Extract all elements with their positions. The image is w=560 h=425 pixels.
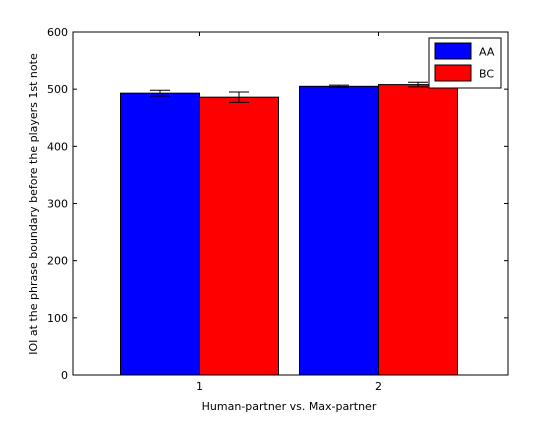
bar-aa-1 xyxy=(120,92,200,376)
y-tick-label: 600 xyxy=(47,26,68,39)
bars xyxy=(120,84,458,376)
y-tick-label: 200 xyxy=(47,255,68,268)
y-tick-label: 100 xyxy=(47,312,68,325)
y-tick-label: 300 xyxy=(47,198,68,211)
legend-swatch-bc xyxy=(434,64,472,82)
ticks: 0 100 200 300 400 500 600 1 2 xyxy=(47,26,508,393)
y-tick-label: 400 xyxy=(47,140,68,153)
legend-label-aa: AA xyxy=(479,46,495,59)
error-bars xyxy=(150,81,428,103)
legend: AA BC xyxy=(428,37,502,89)
bar-bc-2 xyxy=(378,84,458,376)
y-axis-label: IOI at the phrase boundary before the pl… xyxy=(27,53,40,355)
x-tick-label: 2 xyxy=(375,380,382,393)
y-tick-label: 0 xyxy=(61,369,68,382)
bar-aa-2 xyxy=(299,85,379,376)
y-tick-label: 500 xyxy=(47,83,68,96)
bar-bc-1 xyxy=(199,96,279,376)
legend-label-bc: BC xyxy=(479,68,494,81)
x-axis-label: Human-partner vs. Max-partner xyxy=(202,400,377,413)
legend-swatch-aa xyxy=(434,42,472,60)
x-tick-label: 1 xyxy=(196,380,203,393)
